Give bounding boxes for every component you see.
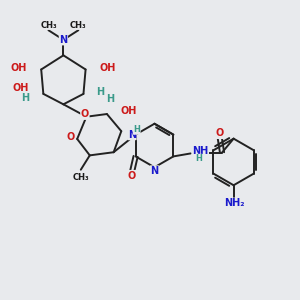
Text: H: H bbox=[96, 87, 104, 98]
Text: OH: OH bbox=[121, 106, 137, 116]
Text: N: N bbox=[59, 35, 68, 45]
Text: H: H bbox=[106, 94, 114, 104]
Text: CH₃: CH₃ bbox=[73, 173, 89, 182]
Text: O: O bbox=[128, 170, 136, 181]
Text: O: O bbox=[215, 128, 224, 138]
Text: NH₂: NH₂ bbox=[224, 198, 245, 208]
Text: OH: OH bbox=[100, 63, 116, 73]
Text: N: N bbox=[150, 166, 158, 176]
Text: OH: OH bbox=[11, 63, 27, 73]
Text: NH: NH bbox=[192, 146, 208, 156]
Text: O: O bbox=[67, 133, 75, 142]
Text: H: H bbox=[133, 125, 140, 134]
Text: O: O bbox=[81, 109, 89, 119]
Text: H: H bbox=[21, 93, 29, 103]
Text: OH: OH bbox=[13, 83, 29, 94]
Text: H: H bbox=[196, 154, 202, 163]
Text: N: N bbox=[128, 130, 136, 140]
Text: CH₃: CH₃ bbox=[40, 21, 57, 30]
Text: CH₃: CH₃ bbox=[70, 21, 87, 30]
